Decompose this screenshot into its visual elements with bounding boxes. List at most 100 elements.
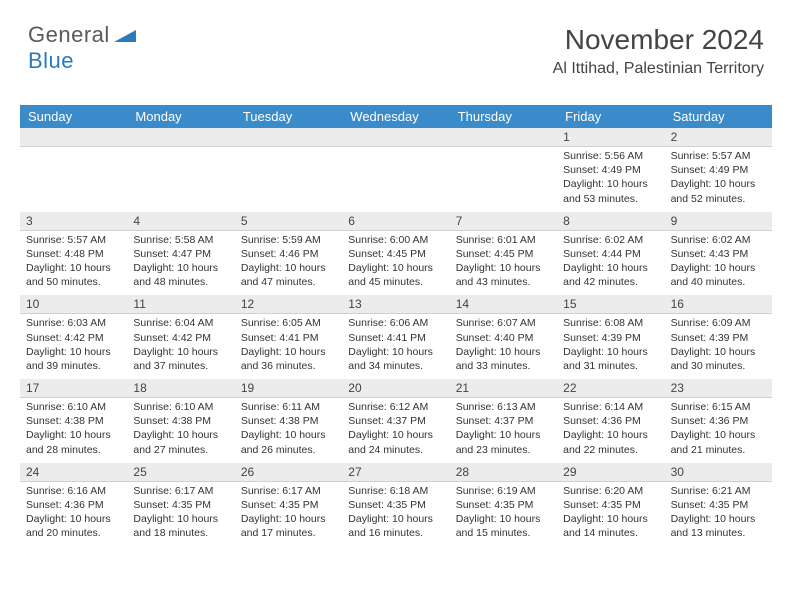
day-number: 1: [557, 128, 664, 147]
daylight-text: Daylight: 10 hours and 23 minutes.: [456, 428, 551, 456]
sunrise-text: Sunrise: 6:02 AM: [563, 233, 658, 247]
sunrise-text: Sunrise: 5:57 AM: [26, 233, 121, 247]
daylight-text: Daylight: 10 hours and 22 minutes.: [563, 428, 658, 456]
dayheader-sun: Sunday: [20, 105, 127, 128]
day-number: 19: [235, 379, 342, 398]
sunrise-text: Sunrise: 6:17 AM: [133, 484, 228, 498]
content-row: Sunrise: 6:16 AMSunset: 4:36 PMDaylight:…: [20, 482, 772, 547]
sunset-text: Sunset: 4:35 PM: [241, 498, 336, 512]
daynum-row: 17181920212223: [20, 379, 772, 398]
daylight-text: Daylight: 10 hours and 17 minutes.: [241, 512, 336, 540]
day-number: 8: [557, 212, 664, 231]
day-cell: Sunrise: 5:58 AMSunset: 4:47 PMDaylight:…: [127, 231, 234, 296]
day-cell: Sunrise: 6:09 AMSunset: 4:39 PMDaylight:…: [665, 314, 772, 379]
day-number: 10: [20, 295, 127, 314]
sunset-text: Sunset: 4:49 PM: [563, 163, 658, 177]
sunrise-text: Sunrise: 6:07 AM: [456, 316, 551, 330]
day-cell: Sunrise: 6:15 AMSunset: 4:36 PMDaylight:…: [665, 398, 772, 463]
day-number: 20: [342, 379, 449, 398]
day-number: 26: [235, 463, 342, 482]
logo: General Blue: [28, 22, 136, 74]
sunset-text: Sunset: 4:48 PM: [26, 247, 121, 261]
day-number: 17: [20, 379, 127, 398]
day-cell: Sunrise: 6:02 AMSunset: 4:44 PMDaylight:…: [557, 231, 664, 296]
sunset-text: Sunset: 4:44 PM: [563, 247, 658, 261]
sunset-text: Sunset: 4:35 PM: [348, 498, 443, 512]
daylight-text: Daylight: 10 hours and 34 minutes.: [348, 345, 443, 373]
sunset-text: Sunset: 4:37 PM: [348, 414, 443, 428]
sunset-text: Sunset: 4:41 PM: [241, 331, 336, 345]
sunrise-text: Sunrise: 6:15 AM: [671, 400, 766, 414]
sunrise-text: Sunrise: 6:16 AM: [26, 484, 121, 498]
day-number: 9: [665, 212, 772, 231]
day-cell: Sunrise: 6:08 AMSunset: 4:39 PMDaylight:…: [557, 314, 664, 379]
sunrise-text: Sunrise: 6:06 AM: [348, 316, 443, 330]
daylight-text: Daylight: 10 hours and 33 minutes.: [456, 345, 551, 373]
day-number: 4: [127, 212, 234, 231]
sunset-text: Sunset: 4:46 PM: [241, 247, 336, 261]
day-cell: Sunrise: 6:02 AMSunset: 4:43 PMDaylight:…: [665, 231, 772, 296]
logo-word1: General: [28, 22, 110, 47]
content-row: Sunrise: 5:56 AMSunset: 4:49 PMDaylight:…: [20, 147, 772, 212]
daylight-text: Daylight: 10 hours and 37 minutes.: [133, 345, 228, 373]
dayheader-thu: Thursday: [450, 105, 557, 128]
sunrise-text: Sunrise: 6:14 AM: [563, 400, 658, 414]
day-number: 2: [665, 128, 772, 147]
sunset-text: Sunset: 4:35 PM: [563, 498, 658, 512]
daylight-text: Daylight: 10 hours and 15 minutes.: [456, 512, 551, 540]
dayheader-wed: Wednesday: [342, 105, 449, 128]
day-number: 15: [557, 295, 664, 314]
day-number: 16: [665, 295, 772, 314]
sunrise-text: Sunrise: 5:58 AM: [133, 233, 228, 247]
sunrise-text: Sunrise: 6:03 AM: [26, 316, 121, 330]
sunset-text: Sunset: 4:37 PM: [456, 414, 551, 428]
dayheader-sat: Saturday: [665, 105, 772, 128]
sunrise-text: Sunrise: 6:11 AM: [241, 400, 336, 414]
calendar-table: Sunday Monday Tuesday Wednesday Thursday…: [20, 105, 772, 546]
sunset-text: Sunset: 4:49 PM: [671, 163, 766, 177]
sunrise-text: Sunrise: 6:19 AM: [456, 484, 551, 498]
sunset-text: Sunset: 4:40 PM: [456, 331, 551, 345]
daylight-text: Daylight: 10 hours and 53 minutes.: [563, 177, 658, 205]
sunrise-text: Sunrise: 6:21 AM: [671, 484, 766, 498]
day-cell: Sunrise: 6:11 AMSunset: 4:38 PMDaylight:…: [235, 398, 342, 463]
daylight-text: Daylight: 10 hours and 48 minutes.: [133, 261, 228, 289]
day-cell: Sunrise: 6:19 AMSunset: 4:35 PMDaylight:…: [450, 482, 557, 547]
day-cell: [20, 147, 127, 212]
sunset-text: Sunset: 4:42 PM: [133, 331, 228, 345]
day-cell: Sunrise: 6:10 AMSunset: 4:38 PMDaylight:…: [20, 398, 127, 463]
day-number: [127, 128, 234, 147]
day-cell: Sunrise: 6:12 AMSunset: 4:37 PMDaylight:…: [342, 398, 449, 463]
daylight-text: Daylight: 10 hours and 31 minutes.: [563, 345, 658, 373]
day-cell: Sunrise: 6:03 AMSunset: 4:42 PMDaylight:…: [20, 314, 127, 379]
day-number: [342, 128, 449, 147]
sunset-text: Sunset: 4:39 PM: [563, 331, 658, 345]
day-number: 28: [450, 463, 557, 482]
daynum-row: 12: [20, 128, 772, 147]
day-cell: Sunrise: 6:00 AMSunset: 4:45 PMDaylight:…: [342, 231, 449, 296]
day-number: 5: [235, 212, 342, 231]
day-number: 27: [342, 463, 449, 482]
day-number: 23: [665, 379, 772, 398]
day-cell: Sunrise: 6:20 AMSunset: 4:35 PMDaylight:…: [557, 482, 664, 547]
day-number: 14: [450, 295, 557, 314]
sunset-text: Sunset: 4:36 PM: [671, 414, 766, 428]
sunrise-text: Sunrise: 6:10 AM: [26, 400, 121, 414]
day-cell: Sunrise: 6:10 AMSunset: 4:38 PMDaylight:…: [127, 398, 234, 463]
sunrise-text: Sunrise: 6:20 AM: [563, 484, 658, 498]
logo-triangle-icon: [114, 28, 136, 47]
day-cell: Sunrise: 5:59 AMSunset: 4:46 PMDaylight:…: [235, 231, 342, 296]
sunrise-text: Sunrise: 6:01 AM: [456, 233, 551, 247]
sunset-text: Sunset: 4:35 PM: [456, 498, 551, 512]
sunrise-text: Sunrise: 6:18 AM: [348, 484, 443, 498]
daynum-row: 10111213141516: [20, 295, 772, 314]
sunrise-text: Sunrise: 6:12 AM: [348, 400, 443, 414]
day-number: 6: [342, 212, 449, 231]
sunset-text: Sunset: 4:42 PM: [26, 331, 121, 345]
dayheader-row: Sunday Monday Tuesday Wednesday Thursday…: [20, 105, 772, 128]
day-cell: Sunrise: 6:21 AMSunset: 4:35 PMDaylight:…: [665, 482, 772, 547]
daylight-text: Daylight: 10 hours and 43 minutes.: [456, 261, 551, 289]
day-cell: Sunrise: 6:01 AMSunset: 4:45 PMDaylight:…: [450, 231, 557, 296]
sunset-text: Sunset: 4:39 PM: [671, 331, 766, 345]
location-label: Al Ittihad, Palestinian Territory: [553, 60, 764, 78]
